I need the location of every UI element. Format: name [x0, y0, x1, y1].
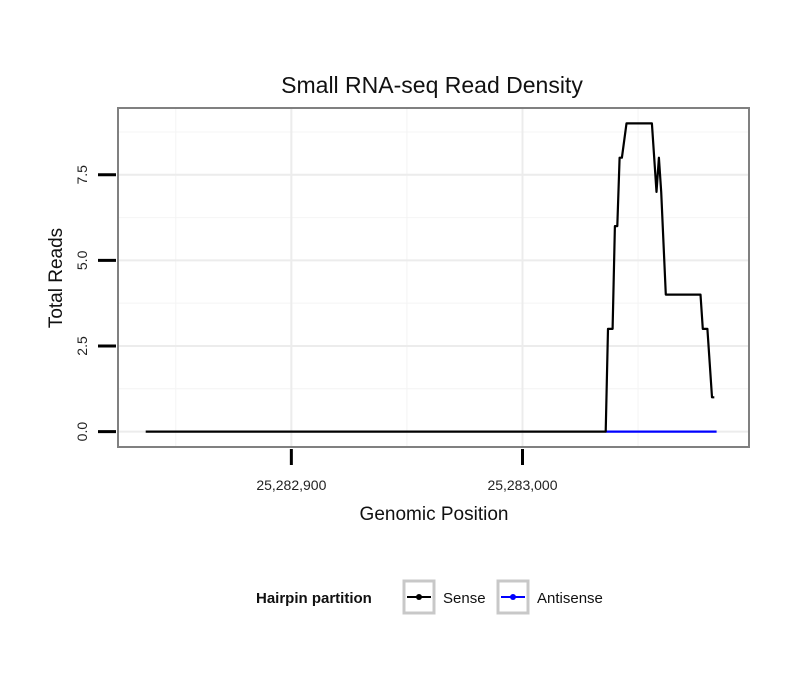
chart-title: Small RNA-seq Read Density	[281, 72, 583, 98]
x-tick-label: 25,282,900	[256, 477, 326, 493]
panel-border	[117, 107, 750, 448]
y-tick-label: 5.0	[74, 250, 90, 270]
y-axis-title: Total Reads	[46, 228, 67, 328]
y-tick-label: 0.0	[74, 422, 90, 442]
legend-key-point-sense	[416, 594, 422, 600]
series-line-sense	[145, 122, 715, 433]
series-lines	[145, 122, 717, 433]
legend-key-point-antisense	[510, 594, 516, 600]
x-tick-label: 25,283,000	[487, 477, 557, 493]
plot-panel	[117, 107, 750, 448]
legend: Hairpin partition Sense Antisense	[256, 579, 603, 615]
legend-item-sense: Sense	[402, 579, 486, 615]
panel-background	[118, 108, 749, 447]
legend-label-sense: Sense	[443, 590, 486, 607]
y-tick-label: 7.5	[74, 165, 90, 185]
legend-item-antisense: Antisense	[496, 579, 603, 615]
y-axis: 0.0 2.5 5.0 7.5	[74, 165, 116, 441]
legend-label-antisense: Antisense	[537, 590, 603, 607]
y-tick-label: 2.5	[74, 336, 90, 356]
x-axis: 25,282,900 25,283,000	[256, 449, 558, 493]
legend-title: Hairpin partition	[256, 590, 372, 607]
x-axis-title: Genomic Position	[360, 504, 509, 525]
